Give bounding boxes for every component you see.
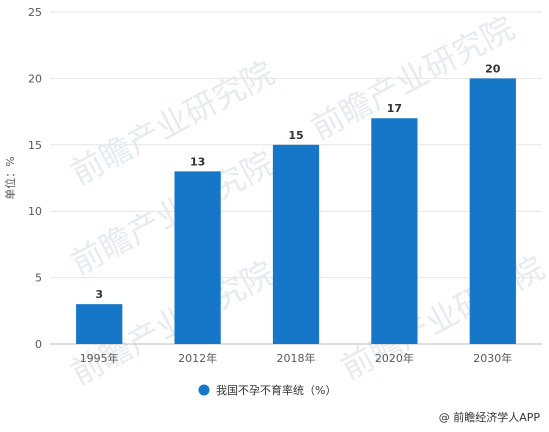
data-labels: 3 13 15 17 20 xyxy=(95,62,500,301)
legend-marker xyxy=(198,384,210,396)
bar xyxy=(371,118,418,345)
y-tick-label: 0 xyxy=(35,338,42,351)
y-tick-label: 25 xyxy=(28,6,42,19)
x-tick-label: 2012年 xyxy=(178,351,217,365)
x-tick-label: 2020年 xyxy=(375,351,414,365)
y-tick-labels: 0 5 10 15 20 25 xyxy=(28,6,42,351)
bar xyxy=(272,144,320,344)
bar-value-label: 15 xyxy=(288,129,303,142)
bar xyxy=(469,78,516,345)
bar-value-label: 17 xyxy=(387,102,402,115)
bar xyxy=(76,304,123,344)
y-tick-label: 10 xyxy=(28,205,42,218)
y-tick-label: 5 xyxy=(35,272,42,285)
source-attribution: @ 前瞻经济学人APP xyxy=(439,410,541,424)
legend-label: 我国不孕不育率统（%） xyxy=(216,383,336,397)
bar-value-label: 13 xyxy=(190,155,205,168)
bar-value-label: 20 xyxy=(485,62,501,75)
y-tick-label: 20 xyxy=(28,72,42,85)
bar-value-label: 3 xyxy=(95,288,103,301)
x-tick-label: 2030年 xyxy=(473,351,512,365)
x-tick-label: 1995年 xyxy=(80,351,119,365)
legend: 我国不孕不育率统（%） xyxy=(198,383,336,397)
x-tick-labels: 1995年 2012年 2018年 2020年 2030年 xyxy=(80,351,513,365)
watermark-4: 前瞻产业研究院 xyxy=(335,249,549,388)
bar xyxy=(174,171,221,344)
x-tick-label: 2018年 xyxy=(277,351,316,365)
y-tick-label: 15 xyxy=(28,139,42,152)
bars xyxy=(76,78,516,345)
y-axis-label: 单位：% xyxy=(3,156,17,199)
